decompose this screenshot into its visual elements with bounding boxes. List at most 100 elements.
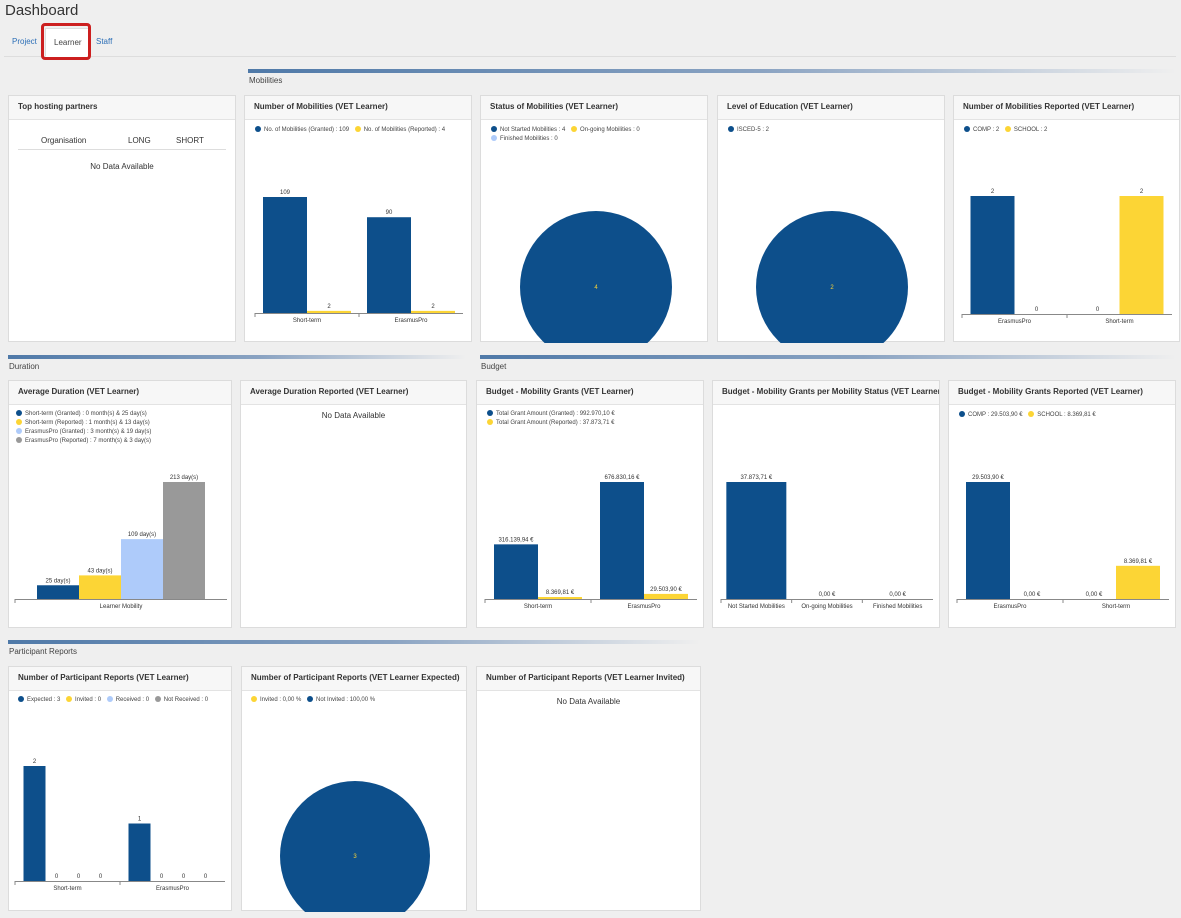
x-axis-tick-label: ErasmusPro xyxy=(156,886,190,892)
tab-staff[interactable]: Staff xyxy=(96,37,113,46)
no-data-message: No Data Available xyxy=(556,697,621,706)
legend-item[interactable]: Invited : 0 xyxy=(66,696,101,705)
no-data-message: No Data Available xyxy=(321,411,386,420)
legend-item[interactable]: COMP : 29.503,90 € xyxy=(959,411,1023,420)
chart-bar xyxy=(1116,565,1160,599)
legend-item[interactable]: ISCED-5 : 2 xyxy=(728,126,769,135)
x-axis-tick-label: ErasmusPro xyxy=(394,318,428,324)
bar-value-label: 2 xyxy=(327,304,331,310)
legend-dot xyxy=(487,419,493,425)
bar-value-label: 0 xyxy=(1096,307,1100,313)
bar-value-label: 0 xyxy=(1035,307,1039,313)
panel-title: Average Duration Reported (VET Learner) xyxy=(241,381,466,405)
legend-label: Invited : 0,00 % xyxy=(260,697,302,703)
legend-item[interactable]: Short-term (Reported) : 1 month(s) & 13 … xyxy=(16,419,224,428)
legend-item[interactable]: Not Invited : 100,00 % xyxy=(307,696,375,705)
x-axis-tick-label: Short-term xyxy=(1102,604,1130,610)
bar-value-label: 0 xyxy=(182,874,186,880)
legend-item[interactable]: COMP : 2 xyxy=(964,126,999,135)
legend-label: SCHOOL : 8.369,81 € xyxy=(1037,412,1096,418)
bar-value-label: 0,00 € xyxy=(1024,592,1041,598)
legend-label: COMP : 29.503,90 € xyxy=(968,412,1023,418)
legend-label: COMP : 2 xyxy=(973,127,1000,133)
panel-top-hosting-partners: Top hosting partners Organisation LONG S… xyxy=(8,95,236,342)
bar-value-label: 8.369,81 € xyxy=(1124,559,1153,565)
chart-bar xyxy=(263,197,307,313)
panel-title: Number of Mobilities (VET Learner) xyxy=(245,96,471,120)
hosting-table-header: Organisation LONG SHORT xyxy=(18,136,226,150)
legend-label: Total Grant Amount (Reported) : 37.873,7… xyxy=(496,420,615,426)
legend-item[interactable]: Not Received : 0 xyxy=(154,696,209,705)
bar-value-label: 213 day(s) xyxy=(170,475,198,481)
legend-dot xyxy=(487,410,493,416)
legend-item[interactable]: No. of Mobilities (Reported) : 4 xyxy=(354,126,446,135)
panel-title: Budget - Mobility Grants per Mobility St… xyxy=(713,381,939,405)
section-label-participant-reports: Participant Reports xyxy=(9,647,78,656)
legend-item[interactable]: No. of Mobilities (Granted) : 109 xyxy=(255,126,349,135)
panel-number-of-mobilities: Number of Mobilities (VET Learner) No. o… xyxy=(244,95,472,342)
x-axis-tick-label: Short-term xyxy=(293,318,321,324)
section-divider xyxy=(248,69,1176,73)
chart-legend: COMP : 2 SCHOOL : 2 xyxy=(964,126,1174,135)
legend-label: ErasmusPro (Granted) : 3 month(s) & 19 d… xyxy=(25,429,152,435)
legend-item[interactable]: Short-term (Granted) : 0 month(s) & 25 d… xyxy=(16,410,224,419)
tab-learner[interactable]: Learner xyxy=(45,28,91,57)
legend-item[interactable]: ErasmusPro (Reported) : 7 month(s) & 3 d… xyxy=(16,437,224,446)
bar-value-label: 2 xyxy=(1140,189,1144,195)
legend-dot xyxy=(255,126,261,132)
bar-chart: 109 2 Short-term 90 2 ErasmusPro xyxy=(254,190,463,324)
chart-bar xyxy=(163,482,205,599)
panel-participant-reports-expected: Number of Participant Reports (VET Learn… xyxy=(241,666,467,912)
tab-highlight-box xyxy=(41,23,91,60)
legend-item[interactable]: SCHOOL : 8.369,81 € xyxy=(1028,411,1096,420)
chart-bar xyxy=(307,310,351,313)
chart-bar xyxy=(23,766,46,881)
pie-chart: 3 xyxy=(280,781,430,912)
section-label-duration: Duration xyxy=(9,362,40,371)
legend-label: No. of Mobilities (Reported) : 4 xyxy=(363,127,446,133)
legend-item[interactable]: Invited : 0,00 % xyxy=(251,696,301,705)
legend-dot xyxy=(571,126,578,132)
legend-label: On-going Mobilities : 0 xyxy=(580,127,640,133)
chart-bar xyxy=(128,823,151,881)
legend-dot xyxy=(959,411,965,417)
chart-bar xyxy=(494,544,538,599)
legend-dot xyxy=(66,696,73,702)
legend-dot xyxy=(251,696,257,702)
panel-title: Number of Participant Reports (VET Learn… xyxy=(477,667,700,691)
chart-bar xyxy=(970,196,1015,314)
legend-label: SCHOOL : 2 xyxy=(1013,127,1048,133)
legend-label: Not Received : 0 xyxy=(163,697,209,703)
panel-title: Number of Participant Reports (VET Learn… xyxy=(242,667,466,691)
panel-participant-reports-invited: Number of Participant Reports (VET Learn… xyxy=(476,666,701,911)
chart-bar xyxy=(538,597,582,599)
section-divider xyxy=(480,355,1176,359)
legend-label: ISCED-5 : 2 xyxy=(737,127,770,133)
bar-chart: 25 day(s) 43 day(s) 109 day(s) 213 day(s) Le… xyxy=(14,475,227,610)
legend-item[interactable]: On-going Mobilities : 0 xyxy=(571,126,640,135)
legend-dot xyxy=(354,126,361,132)
legend-item[interactable]: SCHOOL : 2 xyxy=(1004,126,1048,135)
legend-item[interactable]: Received : 0 xyxy=(106,696,149,705)
tab-project[interactable]: Project xyxy=(12,37,37,46)
bar-value-label: 0,00 € xyxy=(819,592,836,598)
legend-item[interactable]: Not Started Mobilities : 4 xyxy=(491,126,565,135)
x-axis-tick-label: Finished Mobilities xyxy=(873,604,922,610)
panel-budget-mobility-grants: Budget - Mobility Grants (VET Learner) T… xyxy=(476,380,704,628)
legend-label: ErasmusPro (Reported) : 7 month(s) & 3 d… xyxy=(25,438,152,444)
legend-item[interactable]: ErasmusPro (Granted) : 3 month(s) & 19 d… xyxy=(16,428,224,437)
legend-label: Total Grant Amount (Granted) : 992.970,1… xyxy=(496,411,615,417)
panel-title: Budget - Mobility Grants Reported (VET L… xyxy=(949,381,1175,405)
legend-item[interactable]: Total Grant Amount (Granted) : 992.970,1… xyxy=(487,410,695,419)
bar-value-label: 0 xyxy=(77,874,81,880)
legend-item[interactable]: Expected : 3 xyxy=(18,696,60,705)
legend-item[interactable]: Total Grant Amount (Reported) : 37.873,7… xyxy=(487,419,695,428)
column-header-short: SHORT xyxy=(176,136,204,145)
bar-value-label: 0,00 € xyxy=(1086,592,1103,598)
bar-value-label: 2 xyxy=(431,304,435,310)
x-axis-tick-label: Short-term xyxy=(524,604,552,610)
panel-title: Level of Education (VET Learner) xyxy=(718,96,944,120)
legend-item[interactable]: Finished Mobilities : 0 xyxy=(491,135,558,144)
chart-bar xyxy=(121,539,163,599)
section-label-mobilities: Mobilities xyxy=(249,76,283,85)
